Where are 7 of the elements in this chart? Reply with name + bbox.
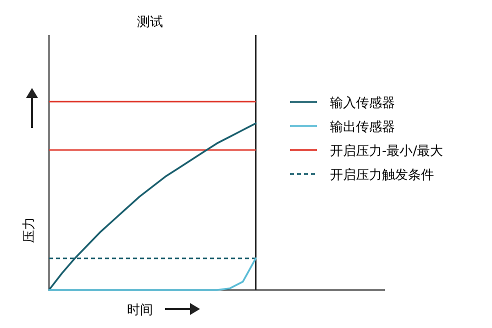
legend-label: 输出传感器	[330, 120, 395, 135]
legend-label: 开启压力-最小/最大	[330, 143, 444, 159]
x-axis-title: 时间	[127, 303, 153, 318]
chart-title: 测试	[137, 15, 163, 30]
y-axis-title: 压力	[22, 217, 37, 243]
legend-label: 输入传感器	[330, 96, 395, 111]
legend-label: 开启压力触发条件	[330, 167, 434, 183]
